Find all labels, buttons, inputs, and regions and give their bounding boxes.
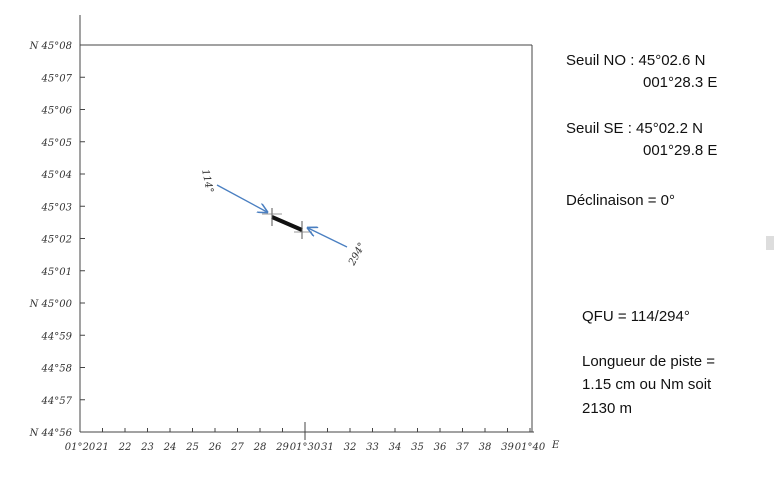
x-label: 39: [501, 442, 514, 453]
threshold-nw-lon: 001°28.3 E: [643, 74, 717, 91]
x-label: 32: [344, 442, 357, 453]
x-label: 22: [118, 442, 132, 453]
x-label: 27: [230, 442, 244, 453]
info-panel: Seuil NO : 45°02.6 N 001°28.3 E Seuil SE…: [566, 52, 717, 417]
x-label: 36: [434, 442, 447, 453]
length-line: Longueur de piste =: [582, 353, 715, 370]
x-label: 25: [185, 442, 199, 453]
y-labels: N 45°08 45°07 45°06 45°05 45°04 45°03 45°02 45°…: [29, 41, 85, 439]
runway: 114° 294°: [199, 168, 368, 268]
length-line: 2130 m: [582, 400, 632, 417]
x-label: 01°30: [290, 442, 321, 453]
x-label: 35: [411, 442, 424, 453]
y-label: 44°57: [41, 396, 73, 407]
y-label: N 45°00: [29, 299, 73, 310]
length-line: 1.15 cm ou Nm soit: [582, 376, 712, 393]
y-label: 45°04: [41, 170, 72, 181]
x-axis-letter: E: [551, 440, 560, 451]
y-label: 45°07: [41, 73, 73, 84]
x-label: 29: [275, 442, 289, 453]
y-label: 45°01: [41, 267, 72, 278]
qfu: QFU = 114/294°: [582, 308, 690, 325]
declination: Déclinaison = 0°: [566, 192, 675, 209]
x-label: 23: [140, 442, 154, 453]
y-label: 45°05: [41, 138, 72, 149]
heading-nw: 114°: [199, 168, 215, 194]
y-label: 45°02: [41, 235, 72, 246]
x-label: 28: [253, 442, 267, 453]
y-label: 45°06: [41, 106, 73, 117]
y-label: 45°03: [41, 202, 72, 213]
heading-se: 294°: [346, 241, 367, 268]
frame: [79, 15, 534, 440]
x-label: 01°20: [65, 442, 96, 453]
y-label: 44°58: [41, 364, 72, 375]
x-labels: 01°20 21 22 23 24 25 26 27 28 29 01°30 31 32 33 34 35 36…: [65, 428, 546, 453]
y-label: N 44°56: [29, 428, 73, 439]
y-label: N 45°08: [29, 41, 72, 52]
threshold-se: Seuil SE : 45°02.2 N: [566, 120, 703, 137]
threshold-nw: Seuil NO : 45°02.6 N: [566, 52, 705, 69]
x-label: 38: [479, 442, 492, 453]
x-label: 31: [321, 442, 334, 453]
x-label: 21: [95, 442, 109, 453]
x-label: 26: [208, 442, 222, 453]
threshold-se-lon: 001°29.8 E: [643, 142, 717, 159]
x-label: 34: [389, 442, 402, 453]
x-label: 33: [366, 442, 379, 453]
y-label: 44°59: [41, 331, 73, 342]
side-tab: [766, 236, 774, 250]
x-label: 01°40: [515, 442, 546, 453]
x-label: 37: [456, 442, 469, 453]
x-label: 24: [163, 442, 177, 453]
